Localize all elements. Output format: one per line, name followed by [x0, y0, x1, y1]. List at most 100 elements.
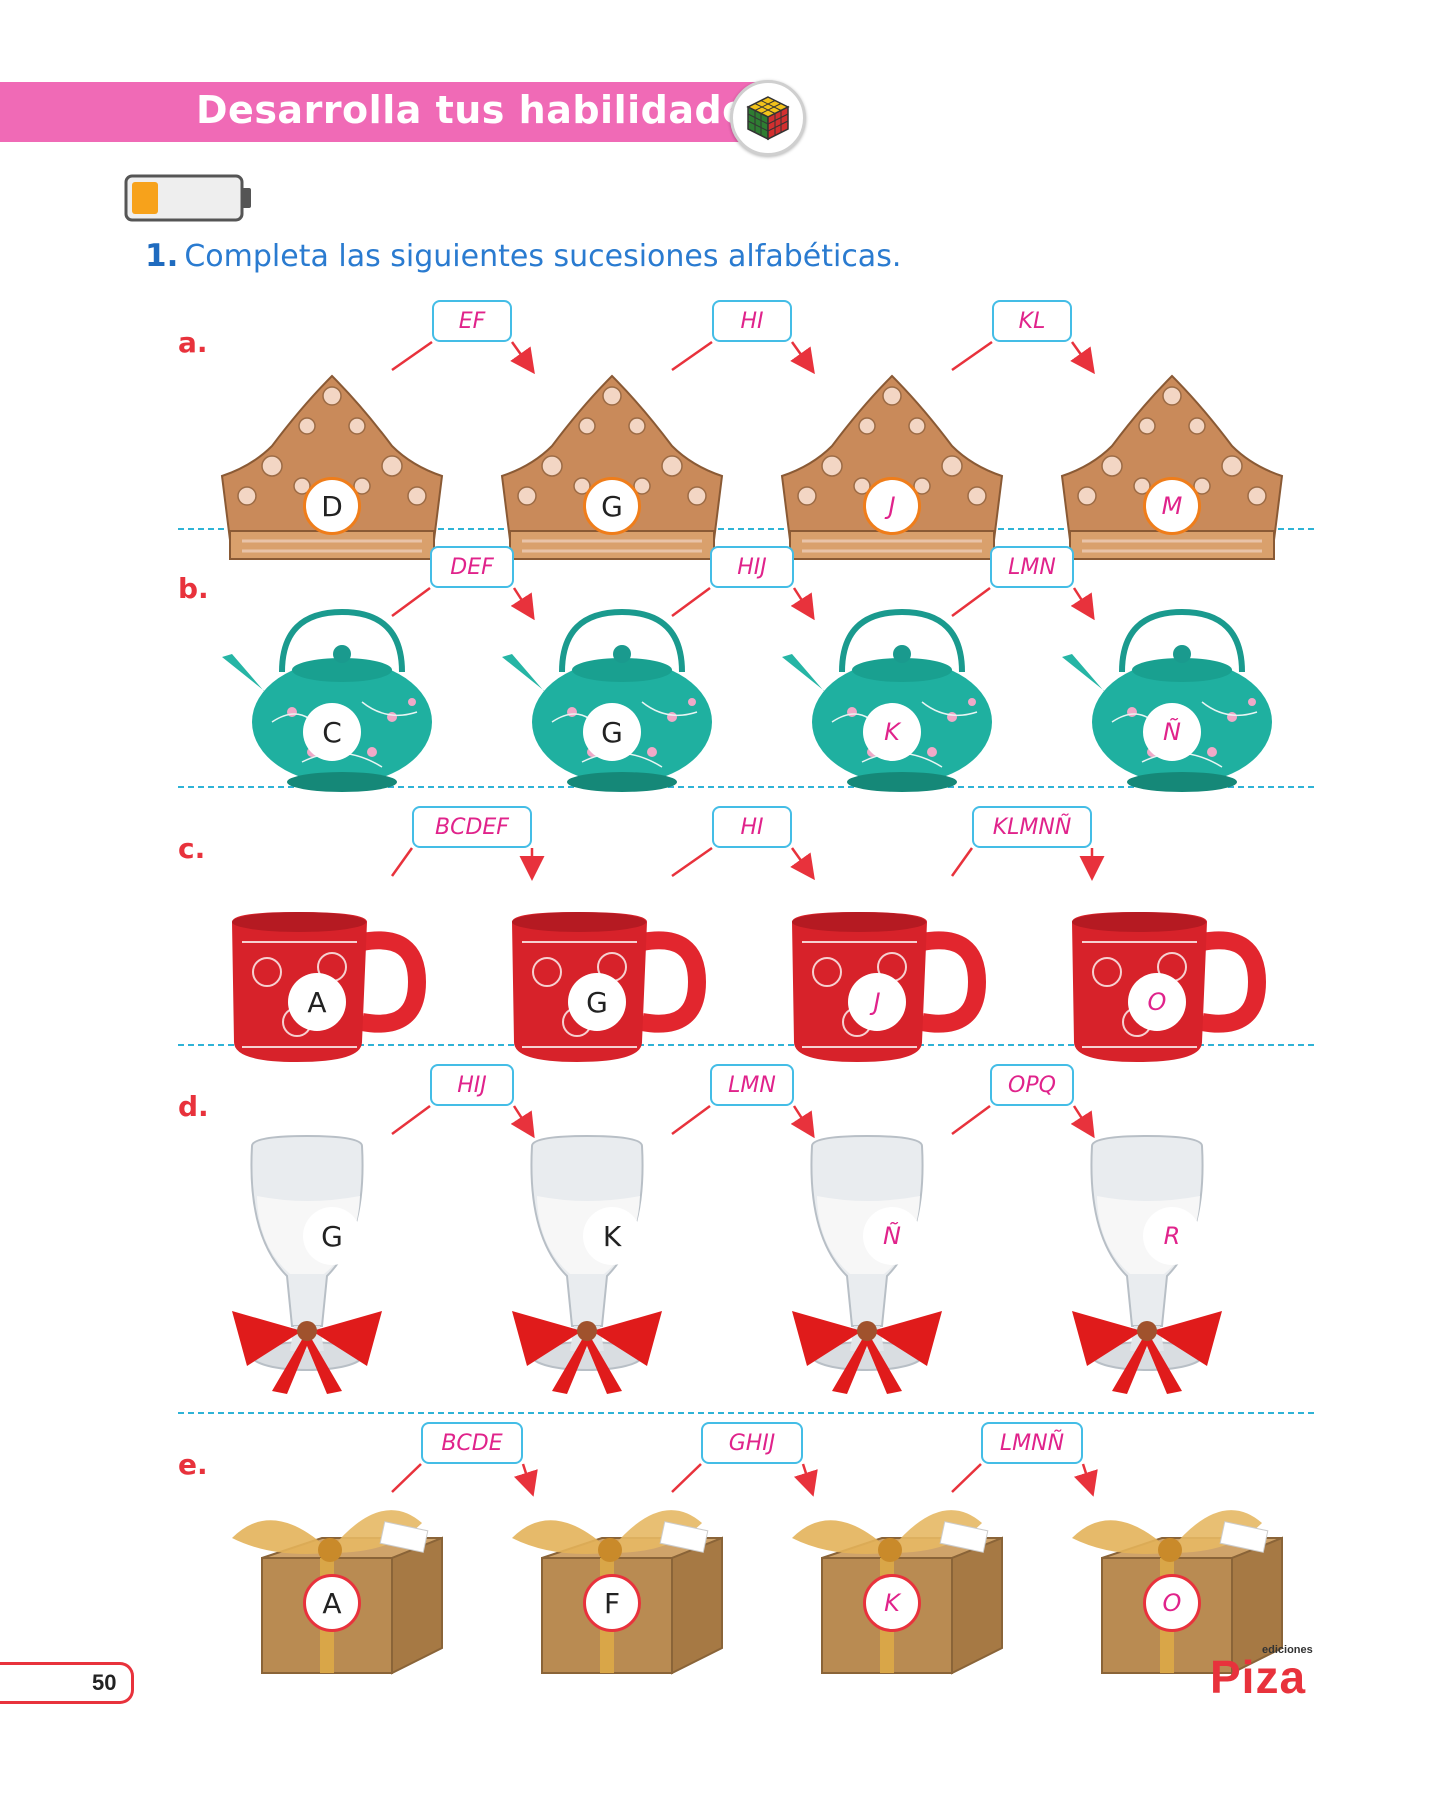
exercise-row-a: a. D G — [0, 300, 1452, 586]
wine-glass-item: R — [1052, 1126, 1292, 1406]
question-number: 1. — [145, 238, 179, 274]
link-box: HIJ — [430, 1064, 514, 1106]
letter-circle: D — [303, 477, 361, 535]
mug-item: A — [212, 872, 452, 1072]
tiara-item: M — [1052, 366, 1292, 566]
row-label: a. — [178, 326, 208, 359]
link-line — [671, 586, 711, 618]
link-line — [391, 1104, 431, 1136]
question-title: 1. Completa las siguientes sucesiones alf… — [145, 238, 901, 274]
row-label: c. — [178, 832, 206, 865]
link-box: OPQ — [990, 1064, 1074, 1106]
tiara-item: D — [212, 366, 452, 566]
link-box: BCDEF — [412, 806, 532, 848]
link-box: EF — [432, 300, 512, 342]
wine-glass-item: K — [492, 1126, 732, 1406]
link-arrows — [390, 846, 1105, 881]
mug-item: J — [772, 872, 1012, 1072]
link-box: GHIJ — [701, 1422, 803, 1464]
link-arrow — [790, 847, 815, 881]
letter-circle: F — [583, 1574, 641, 1632]
letter-circle: K — [583, 1207, 641, 1265]
link-arrow — [510, 341, 535, 375]
link-arrow — [790, 587, 815, 621]
link-line — [390, 847, 414, 877]
link-arrow — [1073, 1463, 1098, 1497]
publisher-subtitle: ediciones — [1262, 1644, 1313, 1656]
link-arrows — [391, 340, 1095, 375]
gift-box-item: K — [772, 1478, 1012, 1678]
link-line — [391, 340, 433, 372]
link-arrow — [790, 1105, 815, 1139]
link-arrow — [510, 1105, 535, 1139]
row-separator — [178, 1044, 1314, 1046]
link-box: KLMNÑ — [972, 806, 1092, 848]
row-label: d. — [178, 1090, 209, 1123]
link-line — [671, 1463, 702, 1493]
row-label: b. — [178, 572, 209, 605]
letter-circle: C — [303, 703, 361, 761]
tiara-item: J — [772, 366, 1012, 566]
question-text: Completa las siguientes sucesiones alfab… — [184, 239, 902, 274]
letter-circle: A — [288, 973, 346, 1031]
wine-glass-item: Ñ — [772, 1126, 1012, 1406]
row-separator — [178, 528, 1314, 530]
exercise-row-d: d. G K — [0, 1064, 1452, 1394]
letter-circle: R — [1143, 1207, 1201, 1265]
letter-circle: K — [863, 1574, 921, 1632]
header-banner — [0, 82, 760, 142]
link-arrow — [510, 587, 535, 621]
link-arrows — [391, 1104, 1095, 1139]
rubik-cube-icon — [730, 80, 806, 156]
letter-circle: K — [863, 703, 921, 761]
link-box: LMN — [990, 546, 1074, 588]
link-line — [951, 340, 993, 372]
link-line — [671, 846, 713, 878]
gift-box-item: O — [1052, 1478, 1292, 1678]
row-separator — [178, 786, 1314, 788]
teapot-item: K — [772, 602, 1012, 802]
link-box: DEF — [430, 546, 514, 588]
link-arrow — [1070, 1105, 1095, 1139]
letter-circle: G — [303, 1207, 361, 1265]
wine-glass-item: G — [212, 1126, 452, 1406]
letter-circle: G — [583, 703, 641, 761]
exercise-row-b: b. C G K — [0, 546, 1452, 832]
link-arrow — [793, 1463, 818, 1497]
mug-item: O — [1052, 872, 1292, 1072]
letter-circle: J — [848, 973, 906, 1031]
link-line — [951, 586, 991, 618]
link-arrow — [513, 1463, 538, 1497]
teapot-item: C — [212, 602, 452, 802]
link-line — [950, 847, 974, 877]
link-box: LMNÑ — [981, 1422, 1083, 1464]
link-arrow — [1070, 341, 1095, 375]
link-box: HI — [712, 806, 792, 848]
letter-circle: O — [1143, 1574, 1201, 1632]
gift-box-item: F — [492, 1478, 732, 1678]
letter-circle: G — [568, 973, 626, 1031]
page-title: Desarrolla tus habilidades — [196, 88, 772, 132]
link-box: LMN — [710, 1064, 794, 1106]
teapot-item: G — [492, 602, 732, 802]
link-line — [671, 340, 713, 372]
link-arrow — [1070, 587, 1095, 621]
gift-box-item: A — [212, 1478, 452, 1678]
publisher-logo: Piza — [1210, 1651, 1307, 1703]
link-box: KL — [992, 300, 1072, 342]
link-box: HI — [712, 300, 792, 342]
battery-icon — [124, 174, 254, 226]
tiara-item: G — [492, 366, 732, 566]
letter-circle: J — [863, 477, 921, 535]
letter-circle: O — [1128, 973, 1186, 1031]
link-box: HIJ — [710, 546, 794, 588]
letter-circle: G — [583, 477, 641, 535]
link-arrows — [391, 1463, 1098, 1497]
page-number-tab — [0, 1662, 134, 1704]
link-box: BCDE — [421, 1422, 523, 1464]
row-label: e. — [178, 1448, 208, 1481]
page-number: 50 — [92, 1670, 117, 1695]
mug-item: G — [492, 872, 732, 1072]
letter-circle: A — [303, 1574, 361, 1632]
link-line — [951, 1463, 982, 1493]
